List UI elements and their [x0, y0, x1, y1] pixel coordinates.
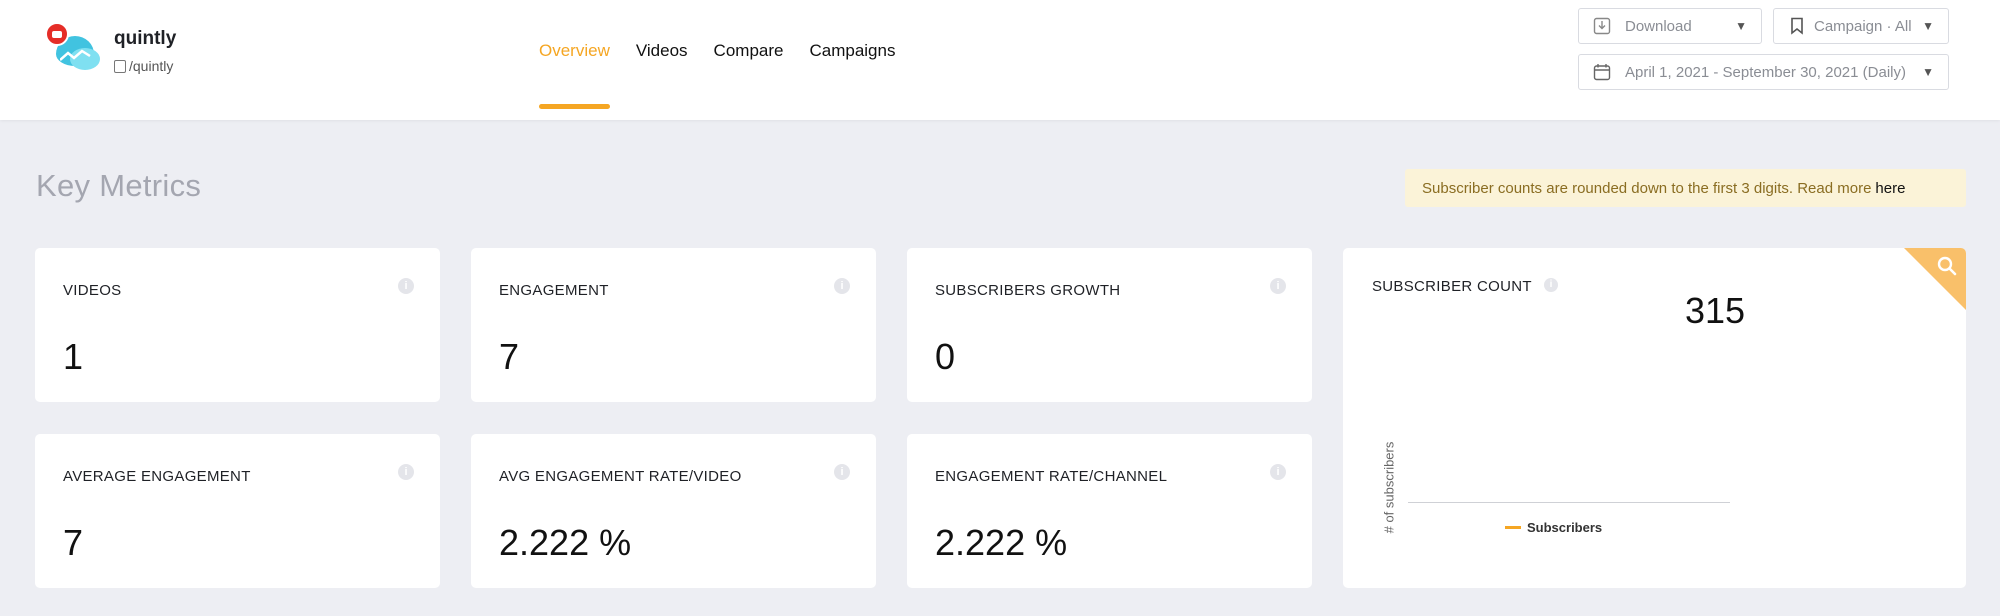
legend-label: Subscribers: [1527, 520, 1603, 535]
chart-y-axis-label: # of subscribers: [1381, 441, 1397, 534]
section-title: Key Metrics: [36, 168, 202, 203]
info-icon[interactable]: i: [1270, 464, 1286, 480]
main-nav: Overview Videos Compare Campaigns: [539, 0, 921, 120]
account-name: quintly: [114, 28, 177, 49]
metric-label: AVERAGE ENGAGEMENT: [63, 468, 251, 485]
metric-label: VIDEOS: [63, 282, 122, 299]
metric-card-engagement: ENGAGEMENT i 7: [471, 248, 876, 402]
account-handle: /quintly: [114, 58, 173, 74]
metric-label: SUBSCRIBERS GROWTH: [935, 282, 1121, 299]
download-icon: [1593, 17, 1611, 35]
search-icon[interactable]: [1937, 256, 1957, 276]
metric-value: 2.222 %: [935, 522, 1068, 563]
subscriber-count-label: SUBSCRIBER COUNT: [1372, 278, 1532, 295]
tab-videos[interactable]: Videos: [635, 41, 688, 60]
bookmark-icon: [1788, 17, 1806, 35]
metric-value: 1: [63, 336, 84, 377]
metric-value: 2.222 %: [499, 522, 632, 563]
youtube-mini-icon: [114, 59, 126, 73]
chevron-down-icon: ▼: [1922, 65, 1934, 79]
metric-card-engagement-rate-channel: ENGAGEMENT RATE/CHANNEL i 2.222 %: [907, 434, 1312, 588]
chart-x-axis: [1408, 502, 1730, 503]
top-header: quintly /quintly Overview Videos Compare…: [0, 0, 2000, 120]
metric-label: AVG ENGAGEMENT RATE/VIDEO: [499, 468, 742, 485]
subscriber-notice: Subscriber counts are rounded down to th…: [1405, 169, 1966, 207]
date-range-label: April 1, 2021 - September 30, 2021 (Dail…: [1625, 63, 1906, 81]
campaign-select[interactable]: Campaign · All ▼: [1773, 8, 1949, 44]
chart-line-icon: [60, 49, 91, 61]
date-range-picker[interactable]: April 1, 2021 - September 30, 2021 (Dail…: [1578, 54, 1949, 90]
chart-legend[interactable]: Subscribers: [1505, 520, 1602, 535]
info-icon[interactable]: i: [834, 464, 850, 480]
metric-value: 7: [499, 336, 520, 377]
metric-value: 0: [935, 336, 956, 377]
info-icon[interactable]: i: [834, 278, 850, 294]
metric-card-average-engagement: AVERAGE ENGAGEMENT i 7: [35, 434, 440, 588]
campaign-label: Campaign · All: [1814, 17, 1912, 35]
subscriber-count-card: SUBSCRIBER COUNT i 315 # of subscribers …: [1343, 248, 1966, 588]
account-logo: [42, 20, 100, 74]
metric-card-videos: VIDEOS i 1: [35, 248, 440, 402]
metric-card-avg-engagement-rate-video: AVG ENGAGEMENT RATE/VIDEO i 2.222 %: [471, 434, 876, 588]
info-icon[interactable]: i: [1544, 278, 1558, 292]
chevron-down-icon: ▼: [1735, 19, 1747, 33]
chevron-down-icon: ▼: [1922, 19, 1934, 33]
info-icon[interactable]: i: [398, 278, 414, 294]
youtube-icon: [45, 22, 69, 46]
notice-link[interactable]: here: [1875, 179, 1906, 197]
tab-overview[interactable]: Overview: [539, 0, 610, 120]
account-handle-text: /quintly: [129, 58, 174, 74]
info-icon[interactable]: i: [1270, 278, 1286, 294]
tab-campaigns[interactable]: Campaigns: [809, 41, 896, 60]
legend-swatch: [1505, 526, 1521, 529]
metric-label: ENGAGEMENT: [499, 282, 609, 299]
metric-value: 7: [63, 522, 84, 563]
info-icon[interactable]: i: [398, 464, 414, 480]
notice-text: Subscriber counts are rounded down to th…: [1422, 179, 1872, 197]
download-button[interactable]: Download ▼: [1578, 8, 1762, 44]
subscriber-count-value: 315: [1685, 290, 1746, 331]
tab-compare[interactable]: Compare: [713, 41, 784, 60]
metric-card-subscribers-growth: SUBSCRIBERS GROWTH i 0: [907, 248, 1312, 402]
download-label: Download: [1625, 17, 1692, 35]
metric-label: ENGAGEMENT RATE/CHANNEL: [935, 468, 1168, 485]
zoom-corner-button[interactable]: [1904, 248, 1966, 310]
calendar-icon: [1593, 63, 1611, 81]
